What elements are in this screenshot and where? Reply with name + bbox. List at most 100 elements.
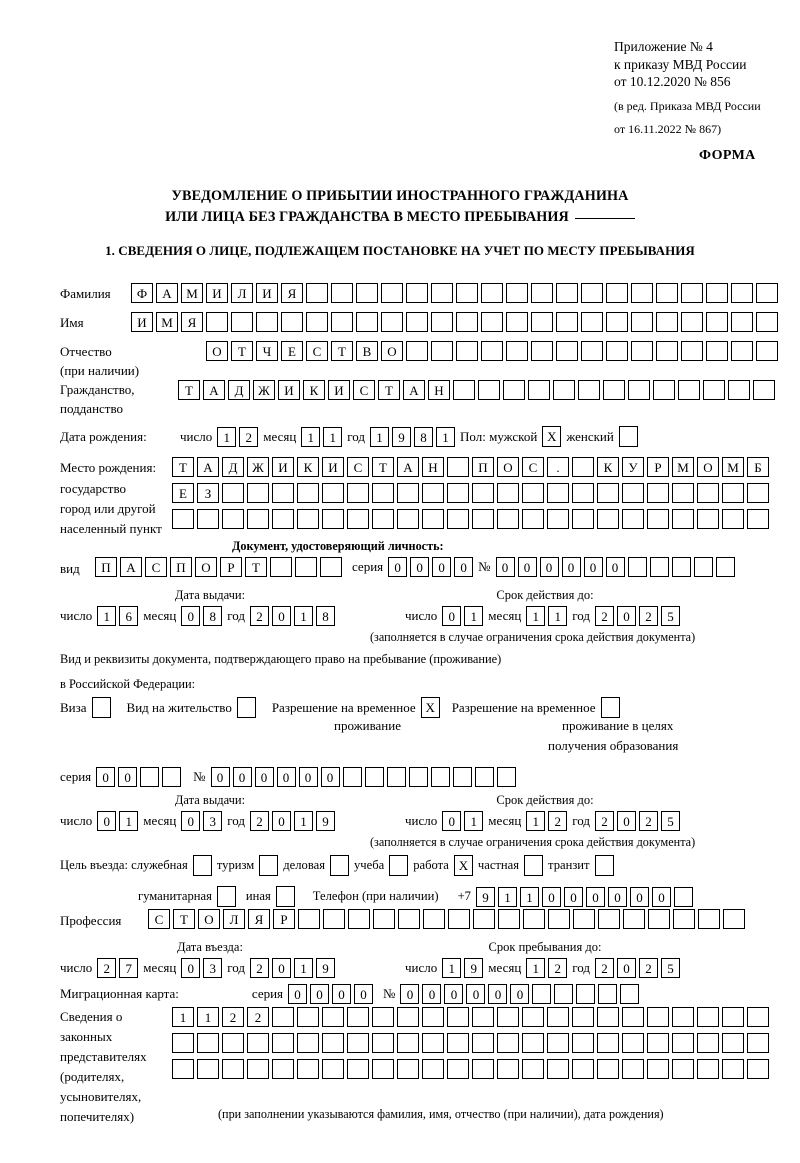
reps-row-3[interactable] [172,1059,769,1079]
char-cell[interactable] [622,1033,644,1053]
char-cell[interactable]: И [272,457,294,477]
char-cell[interactable] [456,341,478,361]
char-cell[interactable]: Т [245,557,267,577]
char-cell[interactable] [298,909,320,929]
char-cell[interactable]: Л [223,909,245,929]
char-cell[interactable]: 0 [651,886,671,907]
char-cell[interactable]: С [522,457,544,477]
char-cell[interactable] [622,509,644,529]
char-cell[interactable] [673,886,693,907]
char-cell[interactable]: 2 [595,811,615,831]
char-cell[interactable]: 2 [548,958,568,978]
char-cell[interactable] [506,283,528,303]
char-cell[interactable]: Т [178,380,200,400]
char-cell[interactable] [272,483,294,503]
char-cell[interactable] [422,1033,444,1053]
char-cell[interactable] [747,1007,769,1027]
char-cell[interactable] [547,1007,569,1027]
char-cell[interactable]: И [278,380,300,400]
char-cell[interactable]: К [297,457,319,477]
char-cell[interactable]: 0 [561,557,581,577]
char-cell[interactable] [756,283,778,303]
char-cell[interactable] [649,557,669,577]
char-cell[interactable] [672,1033,694,1053]
char-cell[interactable]: Р [273,909,295,929]
char-cell[interactable] [706,312,728,332]
residence-permit-checkbox[interactable] [236,697,256,718]
char-cell[interactable]: П [472,457,494,477]
char-cell[interactable]: Т [231,341,253,361]
char-cell[interactable] [698,909,720,929]
char-cell[interactable]: Н [428,380,450,400]
char-cell[interactable] [431,312,453,332]
char-cell[interactable] [498,909,520,929]
char-cell[interactable] [598,984,618,1004]
char-cell[interactable] [347,1007,369,1027]
char-cell[interactable]: 1 [294,811,314,831]
char-cell[interactable] [422,509,444,529]
char-cell[interactable]: 9 [316,811,336,831]
char-cell[interactable]: Т [372,457,394,477]
char-cell[interactable] [548,909,570,929]
char-cell[interactable] [408,767,428,787]
char-cell[interactable] [322,509,344,529]
char-cell[interactable]: 0 [354,984,374,1004]
char-cell[interactable] [272,509,294,529]
char-cell[interactable]: 1 [97,606,117,626]
char-cell[interactable] [447,1033,469,1053]
char-cell[interactable] [481,341,503,361]
char-cell[interactable]: 5 [661,606,681,626]
char-cell[interactable]: 0 [617,958,637,978]
char-cell[interactable] [547,509,569,529]
char-cell[interactable]: М [672,457,694,477]
char-cell[interactable]: 1 [442,958,462,978]
char-cell[interactable]: У [622,457,644,477]
char-cell[interactable] [647,1059,669,1079]
char-cell[interactable]: О [195,557,217,577]
char-cell[interactable] [231,312,253,332]
char-cell[interactable] [697,509,719,529]
char-cell[interactable]: 0 [181,958,201,978]
char-cell[interactable] [522,1059,544,1079]
char-cell[interactable] [481,312,503,332]
char-cell[interactable] [597,483,619,503]
char-cell[interactable] [497,1033,519,1053]
char-cell[interactable] [678,380,700,400]
char-cell[interactable]: П [95,557,117,577]
char-cell[interactable] [697,483,719,503]
char-cell[interactable] [506,341,528,361]
char-cell[interactable] [622,1007,644,1027]
char-cell[interactable]: Т [173,909,195,929]
char-cell[interactable]: 2 [639,958,659,978]
char-cell[interactable] [715,557,735,577]
char-cell[interactable]: 7 [119,958,139,978]
char-cell[interactable] [522,1007,544,1027]
char-cell[interactable]: И [256,283,278,303]
char-cell[interactable] [297,1007,319,1027]
char-cell[interactable]: 0 [442,606,462,626]
char-cell[interactable]: В [356,341,378,361]
char-cell[interactable] [406,341,428,361]
char-cell[interactable]: 1 [436,426,456,447]
char-cell[interactable]: Ж [253,380,275,400]
char-cell[interactable] [297,1059,319,1079]
char-cell[interactable] [606,341,628,361]
char-cell[interactable] [297,483,319,503]
char-cell[interactable] [497,1007,519,1027]
char-cell[interactable]: 0 [605,557,625,577]
char-cell[interactable] [397,1033,419,1053]
char-cell[interactable] [581,312,603,332]
char-cell[interactable]: 2 [595,606,615,626]
char-cell[interactable]: 2 [250,606,270,626]
char-cell[interactable]: 0 [488,984,508,1004]
char-cell[interactable] [627,557,647,577]
char-cell[interactable]: 2 [595,958,615,978]
char-cell[interactable] [453,380,475,400]
